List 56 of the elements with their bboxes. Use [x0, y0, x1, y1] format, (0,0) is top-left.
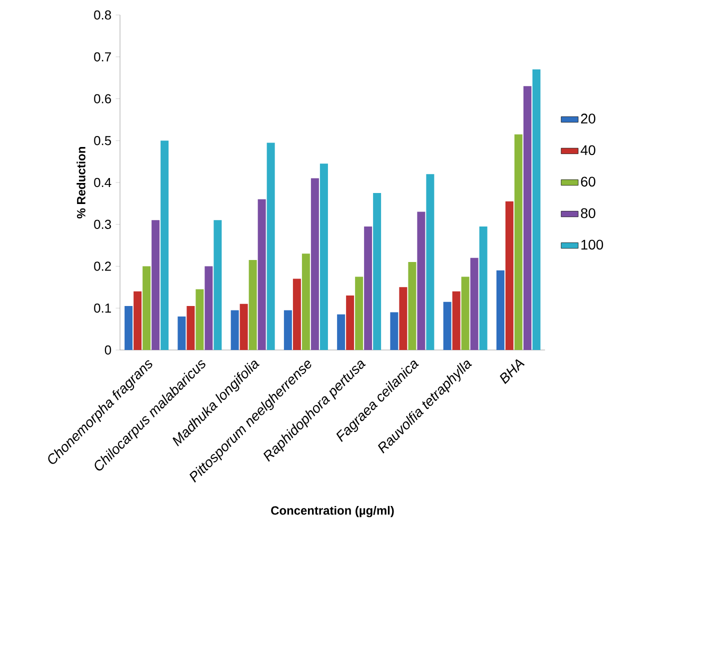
bar	[355, 276, 364, 350]
y-tick-label: 0.2	[94, 262, 111, 271]
bar	[532, 69, 540, 350]
bar	[284, 310, 292, 350]
legend-label: 60	[581, 176, 596, 187]
bar	[523, 86, 532, 350]
y-tick-label: 0.8	[94, 10, 112, 20]
bar	[364, 226, 372, 350]
bar	[346, 296, 354, 350]
y-axis-title: % Reduction	[76, 147, 86, 218]
bar	[505, 201, 514, 350]
y-tick-label: 0.3	[94, 220, 112, 229]
bar	[258, 199, 266, 350]
legend-label: 80	[580, 208, 596, 218]
bar	[337, 314, 346, 350]
bar	[426, 174, 434, 350]
bar	[160, 140, 169, 350]
y-tick-label: 0.4	[94, 178, 112, 188]
bar	[214, 220, 222, 350]
bar	[417, 212, 426, 350]
y-tick-label: 0.5	[94, 136, 112, 146]
bar	[204, 266, 213, 350]
y-tick-label: 0.6	[94, 94, 112, 104]
bar	[320, 164, 328, 350]
bar	[496, 270, 504, 350]
bar	[390, 312, 398, 350]
y-tick-label: 0	[104, 345, 112, 355]
bar	[292, 278, 301, 350]
bar	[443, 302, 452, 350]
bar	[230, 310, 239, 350]
bar	[266, 142, 275, 350]
y-tick-label: 0.7	[94, 52, 111, 62]
bar	[196, 289, 204, 350]
bar	[470, 258, 478, 350]
bar	[373, 192, 382, 350]
bar	[178, 316, 186, 350]
legend-label: 20	[581, 114, 596, 124]
bar	[461, 276, 470, 350]
bar	[152, 220, 160, 350]
bar	[240, 304, 248, 350]
bar	[399, 287, 408, 350]
bar	[134, 291, 142, 350]
bar	[514, 134, 522, 350]
bar	[310, 178, 319, 350]
legend-label: 40	[580, 145, 596, 156]
bar	[408, 262, 416, 350]
bar	[248, 260, 257, 350]
bar	[124, 306, 133, 350]
bar	[142, 266, 151, 350]
bar	[186, 306, 195, 350]
y-tick-label: 0.1	[94, 304, 111, 313]
bar	[479, 226, 488, 350]
bar	[452, 291, 460, 350]
x-axis-title: Concentration (µg/ml)	[271, 506, 394, 518]
bar	[302, 254, 310, 350]
legend-label: 100	[581, 240, 604, 250]
